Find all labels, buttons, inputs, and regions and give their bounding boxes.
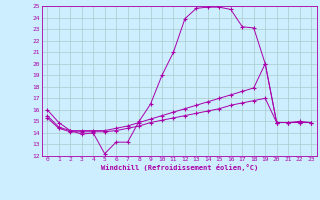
X-axis label: Windchill (Refroidissement éolien,°C): Windchill (Refroidissement éolien,°C) [100, 164, 258, 171]
